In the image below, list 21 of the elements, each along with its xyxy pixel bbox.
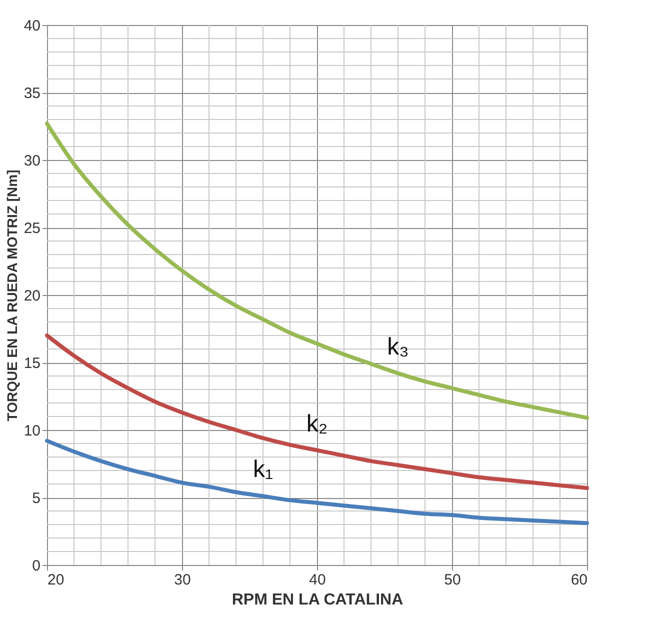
- y-tick-label: 25: [24, 220, 40, 237]
- y-tick-label: 0: [32, 558, 40, 574]
- y-tick-label: 35: [24, 85, 40, 102]
- y-tick-label: 10: [24, 422, 40, 440]
- line-series: [45, 334, 589, 490]
- x-tick-label: 50: [444, 572, 461, 588]
- x-tick-label: 40: [309, 572, 326, 588]
- x-tick-label: 60: [570, 572, 588, 588]
- x-tick-label: 30: [174, 572, 191, 588]
- series-label: k₁: [252, 456, 274, 484]
- y-tick-label: 15: [24, 355, 40, 372]
- y-tick-label: 30: [24, 152, 40, 170]
- line-series: [45, 438, 589, 526]
- x-tick-label: 20: [48, 572, 64, 588]
- y-tick-label: 20: [24, 288, 40, 304]
- series-label: k₂: [306, 410, 328, 438]
- y-axis-title: TORQUE EN LA RUEDA MOTRIZ [Nm]: [4, 170, 20, 422]
- x-axis-title: RPM EN LA CATALINA: [232, 592, 404, 608]
- series-label: k₃: [387, 333, 409, 360]
- y-tick-label: 40: [24, 18, 40, 34]
- y-tick-label: 5: [32, 490, 40, 507]
